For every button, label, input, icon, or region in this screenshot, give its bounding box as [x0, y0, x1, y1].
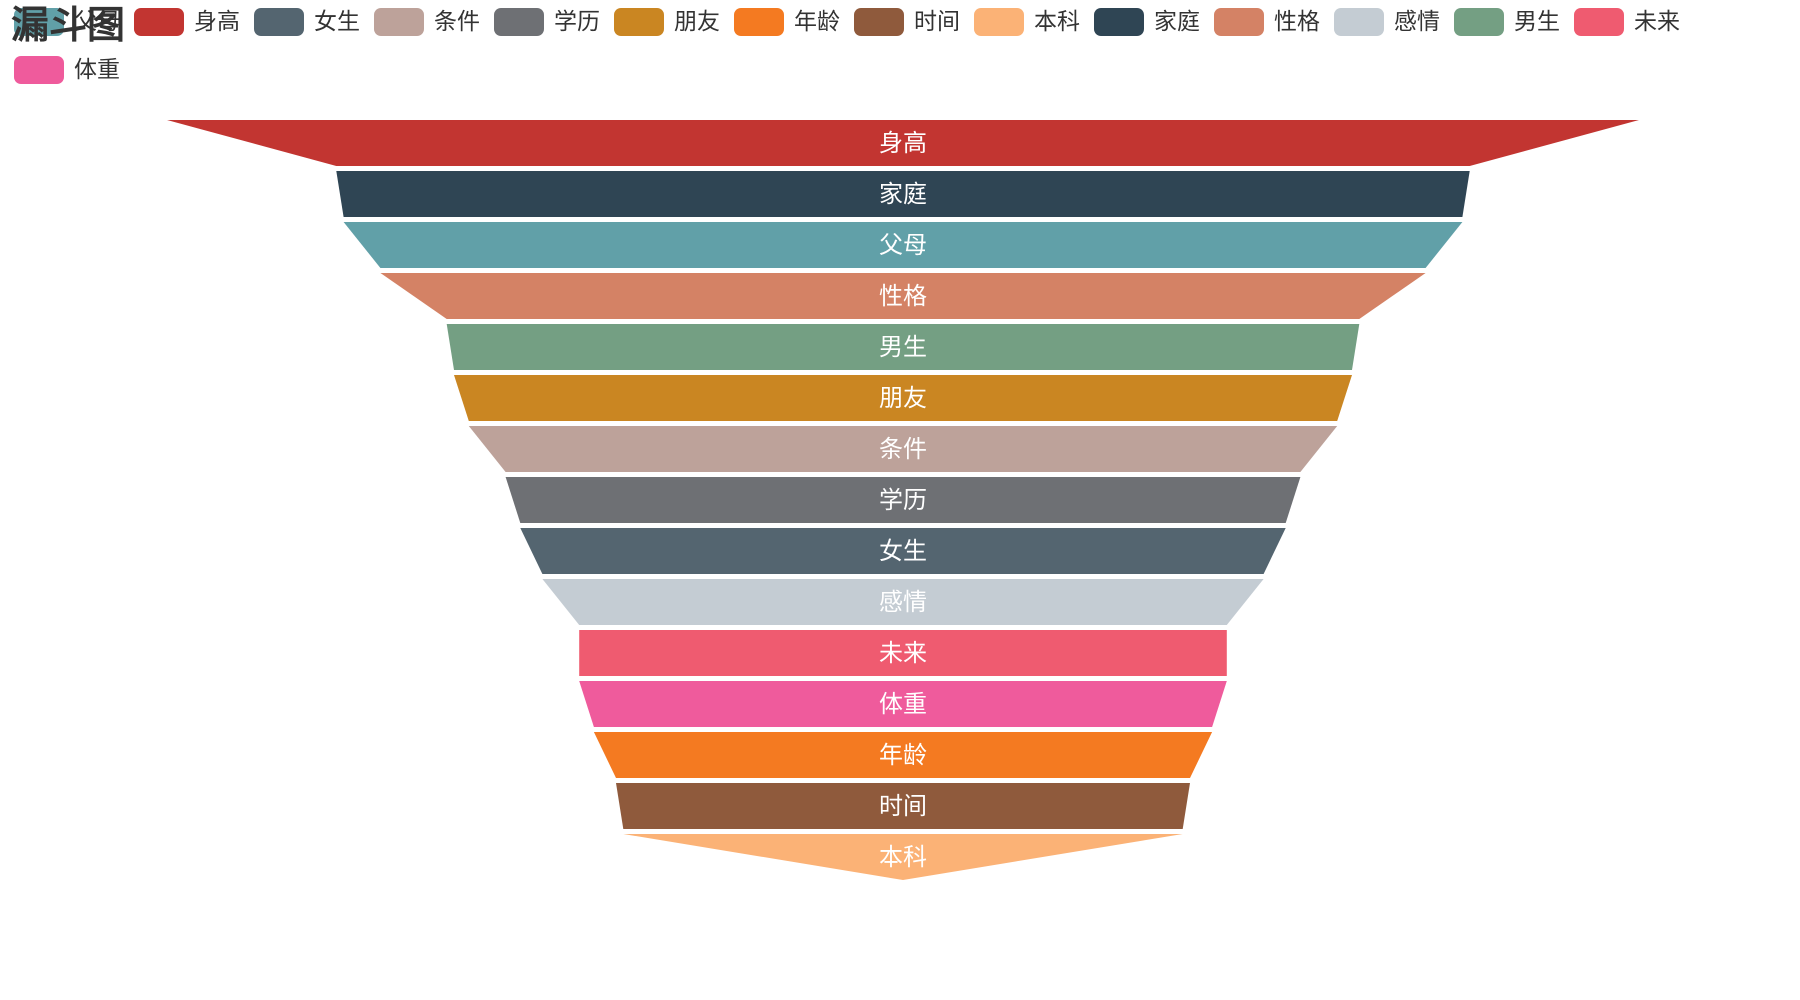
funnel-label-2: 父母 [879, 231, 927, 259]
funnel-segment-10[interactable] [579, 630, 1227, 676]
legend-swatch [14, 56, 64, 84]
legend-label: 女生 [314, 9, 360, 35]
legend-item-0[interactable]: 父母 [14, 5, 120, 39]
legend-label: 身高 [194, 9, 240, 35]
legend-item-6[interactable]: 年龄 [734, 5, 840, 39]
legend-label: 学历 [554, 9, 600, 35]
legend-swatch [1334, 8, 1384, 36]
legend-item-3[interactable]: 条件 [374, 5, 480, 39]
funnel-segment-5[interactable] [454, 375, 1352, 421]
legend-item-1[interactable]: 身高 [134, 5, 240, 39]
funnel-segment-14[interactable] [623, 834, 1183, 880]
legend-label: 条件 [434, 9, 480, 35]
legend-item-11[interactable]: 感情 [1334, 5, 1440, 39]
legend-label: 朋友 [674, 9, 720, 35]
funnel-segment-2[interactable] [343, 222, 1463, 268]
legend-label: 男生 [1514, 9, 1560, 35]
funnel-label-13: 时间 [879, 792, 927, 820]
funnel-segment-11[interactable] [579, 681, 1227, 727]
legend-label: 感情 [1394, 9, 1440, 35]
funnel-segment-12[interactable] [593, 732, 1213, 778]
legend-label: 性格 [1274, 9, 1320, 35]
legend-label: 体重 [74, 57, 120, 83]
funnel-label-14: 本科 [879, 843, 927, 871]
funnel-segment-3[interactable] [380, 273, 1426, 319]
legend-swatch [1574, 8, 1624, 36]
funnel-segment-9[interactable] [542, 579, 1264, 625]
legend-swatch [614, 8, 664, 36]
legend-swatch [254, 8, 304, 36]
funnel-label-11: 体重 [879, 690, 927, 718]
legend-swatch [974, 8, 1024, 36]
legend-item-10[interactable]: 性格 [1214, 5, 1320, 39]
legend-item-2[interactable]: 女生 [254, 5, 360, 39]
funnel-segment-13[interactable] [616, 783, 1190, 829]
legend-swatch [1454, 8, 1504, 36]
legend-label: 年龄 [794, 9, 840, 35]
legend-item-12[interactable]: 男生 [1454, 5, 1560, 39]
legend-swatch [14, 8, 64, 36]
funnel-segment-8[interactable] [520, 528, 1286, 574]
funnel-label-3: 性格 [879, 282, 927, 310]
funnel-label-8: 女生 [879, 537, 927, 565]
legend-label: 时间 [914, 9, 960, 35]
funnel-label-10: 未来 [879, 639, 927, 667]
legend-item-13[interactable]: 未来 [1574, 5, 1680, 39]
legend-swatch [734, 8, 784, 36]
legend-swatch [1214, 8, 1264, 36]
funnel-label-4: 男生 [879, 333, 927, 361]
legend-swatch [854, 8, 904, 36]
funnel-label-5: 朋友 [879, 384, 927, 412]
legend-swatch [1094, 8, 1144, 36]
funnel-label-7: 学历 [879, 486, 927, 514]
legend-label: 家庭 [1154, 9, 1200, 35]
funnel-label-0: 身高 [879, 129, 927, 157]
funnel-segment-4[interactable] [446, 324, 1360, 370]
legend-swatch [374, 8, 424, 36]
funnel-segment-7[interactable] [505, 477, 1301, 523]
legend-label: 本科 [1034, 9, 1080, 35]
funnel-segment-0[interactable] [167, 120, 1639, 166]
legend-item-7[interactable]: 时间 [854, 5, 960, 39]
legend-swatch [134, 8, 184, 36]
legend-item-4[interactable]: 学历 [494, 5, 600, 39]
legend-item-9[interactable]: 家庭 [1094, 5, 1200, 39]
legend-swatch [494, 8, 544, 36]
funnel-segment-1[interactable] [336, 171, 1470, 217]
funnel-label-9: 感情 [879, 588, 927, 616]
legend-label: 父母 [74, 9, 120, 35]
chart-legend: 父母 身高 女生 条件 学历 朋友 年龄 时间 本科 家庭 性格 感情 男生 未来体重 [14, 5, 1794, 95]
legend-item-5[interactable]: 朋友 [614, 5, 720, 39]
legend-item-8[interactable]: 本科 [974, 5, 1080, 39]
funnel-segment-6[interactable] [468, 426, 1338, 472]
chart-title: 漏斗图 [11, 3, 126, 47]
funnel-label-6: 条件 [879, 435, 927, 463]
funnel-label-1: 家庭 [879, 180, 927, 208]
funnel-label-12: 年龄 [879, 741, 927, 769]
legend-label: 未来 [1634, 9, 1680, 35]
legend-item-14[interactable]: 体重 [14, 53, 120, 87]
